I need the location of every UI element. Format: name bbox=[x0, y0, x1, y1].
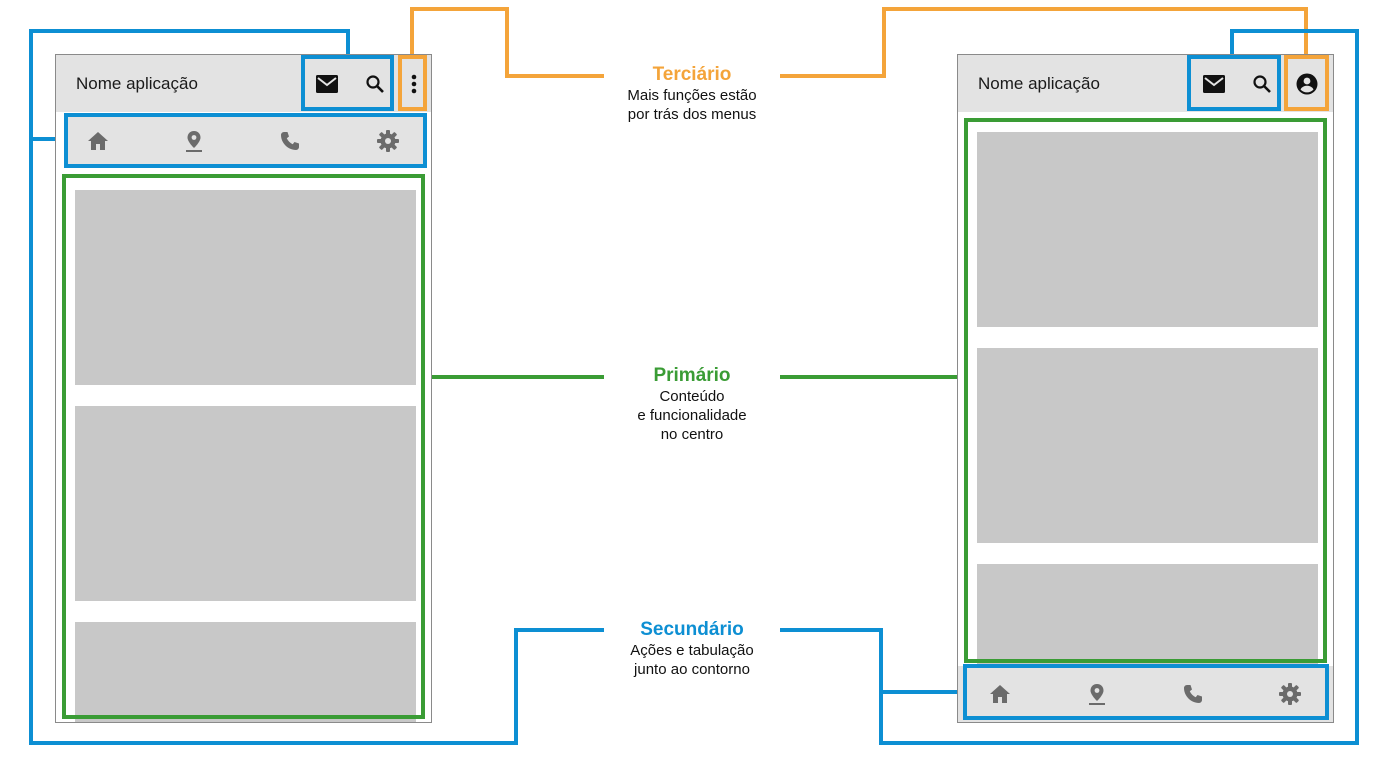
legend-primary-title: Primário bbox=[653, 365, 731, 386]
account-circle-icon[interactable] bbox=[1293, 70, 1321, 98]
left-tabs-highlight bbox=[64, 113, 427, 168]
settings-icon[interactable] bbox=[374, 127, 402, 155]
right-account-highlight bbox=[1284, 55, 1329, 111]
more-vert-icon[interactable] bbox=[404, 70, 424, 98]
content-card bbox=[75, 622, 416, 722]
location-pin-icon[interactable] bbox=[1083, 680, 1111, 708]
left-app-bar: Nome aplicação bbox=[56, 55, 431, 112]
left-tab-bar bbox=[66, 114, 426, 168]
right-app-bar: Nome aplicação bbox=[958, 55, 1333, 112]
legend-tertiary-title: Terciário bbox=[652, 64, 732, 85]
left-content-highlight bbox=[62, 174, 425, 719]
home-icon[interactable] bbox=[986, 680, 1014, 708]
mail-icon[interactable] bbox=[313, 70, 341, 98]
legend-secondary-line: junto ao contorno bbox=[634, 661, 750, 678]
right-app-name: Nome aplicação bbox=[978, 74, 1100, 93]
legend-secondary-title: Secundário bbox=[640, 619, 744, 640]
mail-icon[interactable] bbox=[1200, 70, 1228, 98]
content-card bbox=[977, 348, 1318, 543]
right-phone-mockup: Nome aplicação bbox=[957, 54, 1334, 723]
legend-primary-line: no centro bbox=[660, 426, 724, 443]
legend-primary-line: Conteúdo bbox=[659, 388, 725, 405]
search-icon[interactable] bbox=[361, 70, 389, 98]
tertiary-connector-left bbox=[410, 7, 604, 78]
location-pin-icon[interactable] bbox=[180, 127, 208, 155]
right-tab-bar bbox=[958, 666, 1333, 722]
right-tabs-highlight bbox=[963, 664, 1329, 720]
secondary-connector-left bbox=[29, 29, 604, 745]
legend-secondary-line: Ações e tabulação bbox=[630, 642, 754, 659]
home-icon[interactable] bbox=[84, 127, 112, 155]
left-actions-highlight bbox=[301, 55, 394, 111]
phone-icon[interactable] bbox=[276, 127, 304, 155]
legend-secondary: Secundário Ações e tabulação junto ao co… bbox=[592, 619, 792, 679]
legend-tertiary-line: Mais funções estão bbox=[627, 87, 757, 104]
right-actions-highlight bbox=[1187, 55, 1281, 111]
content-card bbox=[75, 190, 416, 385]
legend-tertiary-line: por trás dos menus bbox=[627, 106, 757, 123]
content-card bbox=[75, 406, 416, 601]
left-overflow-highlight bbox=[398, 55, 427, 111]
legend-primary-line: e funcionalidade bbox=[637, 407, 747, 424]
phone-icon[interactable] bbox=[1179, 680, 1207, 708]
secondary-connector-right bbox=[780, 29, 1359, 745]
settings-icon[interactable] bbox=[1276, 680, 1304, 708]
legend-primary: Primário Conteúdo e funcionalidade no ce… bbox=[592, 365, 792, 444]
content-card bbox=[977, 564, 1318, 664]
content-card bbox=[977, 132, 1318, 327]
right-content-highlight bbox=[964, 118, 1327, 663]
left-app-name: Nome aplicação bbox=[76, 74, 198, 93]
legend-tertiary: Terciário Mais funções estão por trás do… bbox=[592, 64, 792, 124]
tertiary-connector-right bbox=[780, 7, 1308, 78]
search-icon[interactable] bbox=[1248, 70, 1276, 98]
